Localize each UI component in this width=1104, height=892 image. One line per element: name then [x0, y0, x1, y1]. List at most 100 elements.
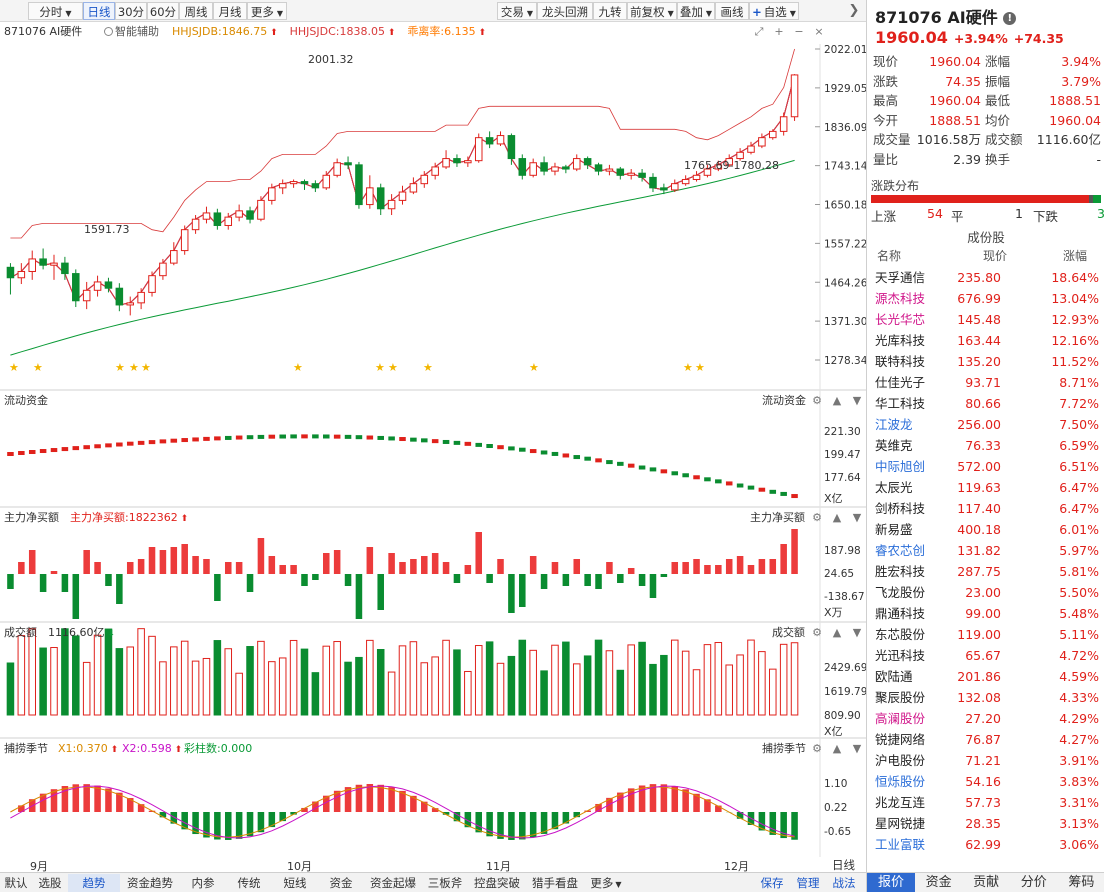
constituent-row[interactable]: 东芯股份 119.00 5.11%: [867, 624, 1104, 645]
constituent-row[interactable]: 高澜股份 27.20 4.29%: [867, 708, 1104, 729]
info-icon[interactable]: !: [1003, 12, 1017, 25]
toolbar-right-btn-0[interactable]: 交易 ▼: [497, 2, 537, 20]
col-pct: 涨幅: [1063, 249, 1088, 263]
constituent-row[interactable]: 光库科技 163.44 12.16%: [867, 330, 1104, 351]
expand-icon[interactable]: ⤢: [754, 25, 764, 38]
constituent-row[interactable]: 工业富联 62.99 3.06%: [867, 834, 1104, 855]
bottom-tab-1[interactable]: 选股: [32, 874, 68, 892]
amount-pane-right-title: 成交额: [772, 626, 805, 639]
candle-body: [649, 176, 657, 189]
move-down-icon[interactable]: ▼: [852, 742, 862, 755]
amount-bar: [431, 656, 439, 716]
constituent-row[interactable]: 飞龙股份 23.00 5.50%: [867, 582, 1104, 603]
constituent-row[interactable]: 胜宏科技 287.75 5.81%: [867, 561, 1104, 582]
constituent-row[interactable]: 锐捷网络 76.87 4.27%: [867, 729, 1104, 750]
flow-bar: [551, 451, 559, 456]
move-up-icon[interactable]: ▲: [832, 626, 842, 639]
toolbar-btn-2[interactable]: 30分: [115, 2, 147, 20]
toolbar-right-btn-4[interactable]: 叠加 ▼: [677, 2, 715, 20]
constituent-row[interactable]: 光迅科技 65.67 4.72%: [867, 645, 1104, 666]
right-tab-3[interactable]: 分价: [1020, 875, 1047, 890]
toolbar-right-btn-1[interactable]: 龙头回溯: [537, 2, 593, 20]
constituent-row[interactable]: 睿农芯创 131.82 5.97%: [867, 540, 1104, 561]
constituent-row[interactable]: 鼎通科技 99.00 5.48%: [867, 603, 1104, 624]
constituent-row[interactable]: 仕佳光子 93.71 8.71%: [867, 372, 1104, 393]
kline-chart[interactable]: 2022.01 1929.05 1836.09 1743.14 1650.18 1557.…: [0, 22, 868, 857]
constituent-row[interactable]: 天孚通信 235.80 18.64%: [867, 267, 1104, 288]
flow-bar: [475, 442, 482, 447]
constituent-row[interactable]: 中际旭创 572.00 6.51%: [867, 456, 1104, 477]
bottom-tab-11[interactable]: 猎手看盘: [526, 874, 584, 892]
bottom-tab-4[interactable]: 内参: [180, 874, 226, 892]
toolbar-btn-6[interactable]: 更多 ▼: [247, 2, 287, 20]
constituent-row[interactable]: 星网锐捷 28.35 3.13%: [867, 813, 1104, 834]
chart-area[interactable]: 2022.01 1929.05 1836.09 1743.14 1650.18 1557.…: [0, 22, 868, 857]
toolbar-right-btn-3[interactable]: 前复权 ▼: [627, 2, 677, 20]
constituent-row[interactable]: 长光华芯 145.48 12.93%: [867, 309, 1104, 330]
bottom-tab-15[interactable]: 战法: [826, 874, 862, 892]
move-down-icon[interactable]: ▼: [852, 394, 862, 407]
constituent-row[interactable]: 太辰光 119.63 6.47%: [867, 477, 1104, 498]
constituent-row[interactable]: 欧陆通 201.86 4.59%: [867, 666, 1104, 687]
move-down-icon[interactable]: ▼: [852, 511, 862, 524]
constituent-row[interactable]: 聚辰股份 132.08 4.33%: [867, 687, 1104, 708]
zoom-out-icon[interactable]: −: [794, 25, 804, 38]
amount-bar: [616, 669, 625, 716]
toolbar-btn-0[interactable]: 分时 ▼: [28, 2, 83, 20]
right-tab-4[interactable]: 筹码: [1068, 875, 1095, 890]
gear-icon[interactable]: ⚙: [812, 742, 822, 755]
amount-bar: [170, 646, 178, 716]
right-tab-2[interactable]: 贡献: [973, 875, 1000, 890]
move-down-icon[interactable]: ▼: [852, 626, 862, 639]
toolbar-btn-4[interactable]: 周线: [179, 2, 213, 20]
bottom-tab-3[interactable]: 资金趋势: [120, 874, 180, 892]
constituent-row[interactable]: 源杰科技 676.99 13.04%: [867, 288, 1104, 309]
move-up-icon[interactable]: ▲: [832, 394, 842, 407]
candle-body: [224, 216, 233, 226]
close-icon[interactable]: ×: [814, 25, 824, 38]
constituent-row[interactable]: 剑桥科技 117.40 6.47%: [867, 498, 1104, 519]
toolbar-btn-5[interactable]: 月线: [213, 2, 247, 20]
right-tab-0[interactable]: 报价: [867, 873, 915, 892]
bottom-tab-12[interactable]: 更多 ▼: [584, 874, 628, 892]
bottom-tab-8[interactable]: 资金起爆: [364, 874, 422, 892]
bottom-tab-10[interactable]: 控盘突破: [468, 874, 526, 892]
gear-icon[interactable]: ⚙: [812, 626, 822, 639]
candle-body: [28, 258, 36, 272]
constituent-row[interactable]: 新易盛 400.18 6.01%: [867, 519, 1104, 540]
constituent-row[interactable]: 沪电股份 71.21 3.91%: [867, 750, 1104, 771]
constituent-row[interactable]: 兆龙互连 57.73 3.31%: [867, 792, 1104, 813]
move-up-icon[interactable]: ▲: [832, 511, 842, 524]
collapse-icon[interactable]: ❯: [848, 3, 860, 18]
bottom-tab-14[interactable]: 管理: [790, 874, 826, 892]
right-tab-1[interactable]: 资金: [925, 875, 952, 890]
bottom-tab-0[interactable]: 默认: [0, 874, 32, 892]
move-up-icon[interactable]: ▲: [832, 742, 842, 755]
constituent-row[interactable]: 恒烁股份 54.16 3.83%: [867, 771, 1104, 792]
constituent-row[interactable]: 联特科技 135.20 11.52%: [867, 351, 1104, 372]
gear-icon[interactable]: ⚙: [812, 394, 822, 407]
net-bar: [671, 562, 679, 574]
constituent-row[interactable]: 江波龙 256.00 7.50%: [867, 414, 1104, 435]
toolbar-right-btn-2[interactable]: 九转: [593, 2, 627, 20]
constituent-price: 99.00: [965, 606, 1001, 621]
bottom-tab-13[interactable]: 保存: [754, 874, 790, 892]
toolbar-right-btn-5[interactable]: 画线: [715, 2, 749, 20]
bottom-tab-9[interactable]: 三板斧: [422, 874, 468, 892]
toolbar-btn-1[interactable]: 日线: [83, 2, 115, 20]
zoom-in-icon[interactable]: +: [774, 25, 784, 38]
constituent-row[interactable]: 华工科技 80.66 7.72%: [867, 393, 1104, 414]
toolbar-btn-3[interactable]: 60分: [147, 2, 179, 20]
bottom-tab-2[interactable]: 趋势: [68, 874, 120, 892]
smart-assist-toggle[interactable]: 智能辅助: [104, 25, 159, 39]
bottom-tab-6[interactable]: 短线: [272, 874, 318, 892]
gear-icon[interactable]: ⚙: [812, 511, 822, 524]
net-bar: [551, 562, 559, 574]
constituent-row[interactable]: 英维克 76.33 6.59%: [867, 435, 1104, 456]
constituent-name: 英维克: [875, 438, 913, 453]
net-bar: [388, 553, 395, 574]
quote-value: 74.35: [945, 73, 981, 89]
bottom-tab-5[interactable]: 传统: [226, 874, 272, 892]
bottom-tab-7[interactable]: 资金: [318, 874, 364, 892]
toolbar-right-btn-6[interactable]: + 自选 ▼: [749, 2, 799, 20]
